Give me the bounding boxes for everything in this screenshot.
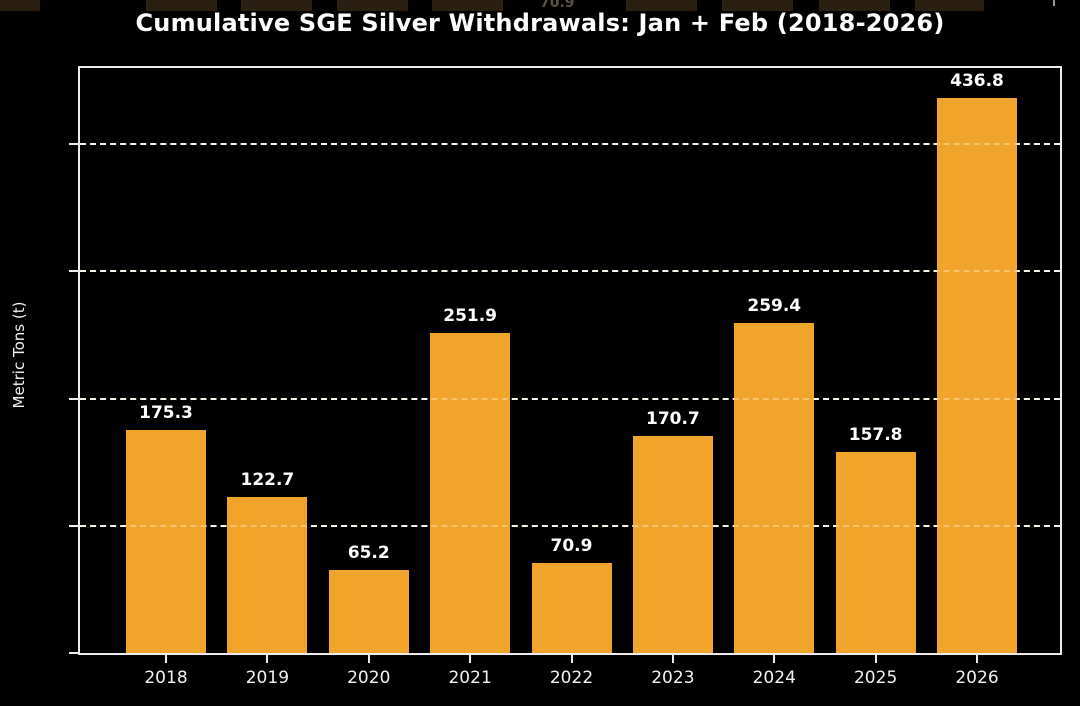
bar-2018: [126, 430, 206, 653]
x-tick-label: 2022: [549, 668, 594, 688]
ghost-bar-artifact: [915, 0, 984, 11]
y-tick-mark: [69, 652, 78, 654]
bar-value-label: 436.8: [950, 70, 1004, 91]
bar-2026: [937, 97, 1017, 653]
top-frame-artifact-strip: 70.9: [0, 0, 1080, 14]
x-tick-label: 2021: [448, 668, 492, 688]
gridline-overlay: [80, 270, 1060, 273]
bar-2021: [430, 332, 511, 653]
y-tick-mark: [69, 270, 78, 273]
gridlines-layer: [80, 68, 1060, 653]
ghost-bar-artifact: [337, 0, 408, 11]
ghost-bar-artifact: [819, 0, 890, 11]
x-tick-label: 2019: [245, 668, 290, 688]
x-tick-mark: [165, 655, 167, 663]
x-tick-label: 2025: [853, 668, 898, 688]
ghost-tick-artifact: [1053, 0, 1055, 6]
x-tick-mark: [266, 655, 269, 663]
chart-title: Cumulative SGE Silver Withdrawals: Jan +…: [135, 9, 945, 37]
gridline-overlay: [80, 524, 1060, 527]
bar-2020: [328, 570, 409, 653]
bar-value-label: 122.7: [240, 469, 295, 490]
bar-2024: [734, 323, 815, 653]
bar-2025: [835, 452, 916, 653]
x-tick-label: 2020: [347, 668, 391, 688]
x-tick-mark: [671, 655, 674, 663]
bars-layer: [80, 68, 1060, 653]
bar-value-label: 157.8: [848, 425, 903, 446]
ghost-bar-artifact: [241, 0, 312, 11]
gridline: [80, 397, 1060, 400]
ghost-value-artifact: 70.9: [540, 0, 575, 11]
y-tick-mark: [69, 143, 78, 146]
bar-2023: [632, 435, 713, 653]
x-tick-label: 2018: [144, 668, 188, 688]
y-tick-mark: [69, 524, 78, 527]
bar-value-label: 175.3: [139, 403, 193, 424]
gridline: [80, 270, 1060, 273]
x-tick-label: 2023: [651, 668, 695, 688]
x-tick-mark: [976, 655, 978, 663]
x-tick-mark: [773, 655, 776, 663]
y-axis-label: Metric Tons (t): [10, 301, 28, 409]
gridline: [80, 143, 1060, 146]
gridline-overlay: [80, 397, 1060, 400]
bar-2019: [227, 496, 308, 653]
x-tick-label: 2024: [752, 668, 796, 688]
x-tick-label: 2026: [955, 668, 999, 688]
gridline-overlay: [80, 143, 1060, 146]
plot-area: 175.3 122.7 65.2 251.9 70.9 170.7 259.4 157.8 43…: [69, 66, 1062, 688]
ghost-bar-artifact: [626, 0, 697, 11]
gridlines-overlay-layer: [80, 68, 1060, 653]
bar-2022: [531, 562, 612, 653]
x-tick-mark: [367, 655, 370, 663]
bar-value-label: 70.9: [550, 535, 593, 556]
y-tick-mark: [69, 397, 78, 400]
bar-value-label: 65.2: [347, 543, 390, 564]
x-tick-mark: [874, 655, 877, 663]
gridline: [80, 524, 1060, 527]
ghost-bar-artifact: [146, 0, 217, 11]
ghost-bar-artifact: [0, 0, 40, 11]
x-tick-mark: [469, 655, 472, 663]
bar-value-label: 259.4: [747, 296, 802, 317]
ghost-bar-artifact: [722, 0, 793, 11]
ghost-bar-artifact: [432, 0, 503, 11]
bar-value-labels-layer: 175.3 122.7 65.2 251.9 70.9 170.7 259.4 157.8 43…: [80, 68, 1060, 653]
bar-value-label: 251.9: [443, 305, 498, 326]
x-tick-mark: [570, 655, 573, 663]
bar-value-label: 170.7: [645, 408, 700, 429]
